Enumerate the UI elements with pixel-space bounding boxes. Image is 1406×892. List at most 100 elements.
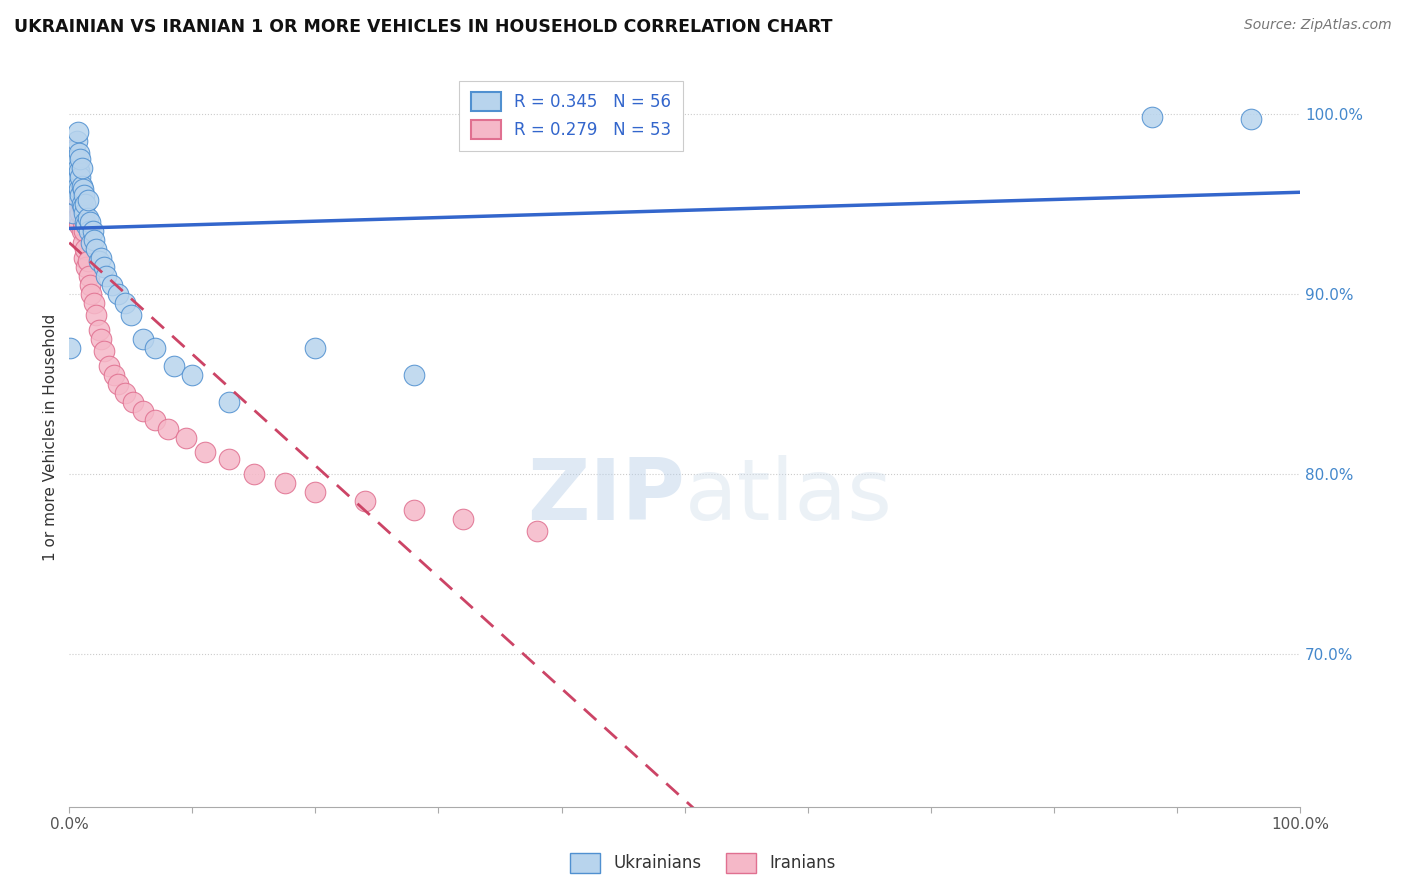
Point: [69, 187, 91, 202]
Point: [63, 152, 86, 166]
Point: [80, 286, 103, 301]
Point: [353, 493, 375, 508]
Point: [84, 308, 107, 322]
Point: [67, 218, 90, 232]
Text: ZIP: ZIP: [527, 455, 685, 539]
Point: [194, 445, 217, 459]
Y-axis label: 1 or more Vehicles in Household: 1 or more Vehicles in Household: [44, 314, 58, 561]
Point: [114, 385, 136, 400]
Point: [103, 368, 125, 382]
Point: [72, 214, 94, 228]
Point: [304, 484, 326, 499]
Point: [114, 295, 136, 310]
Point: [79, 277, 101, 292]
Point: [76, 193, 98, 207]
Point: [65, 200, 87, 214]
Point: [526, 524, 548, 539]
Point: [181, 368, 204, 382]
Point: [65, 143, 87, 157]
Point: [65, 211, 87, 225]
Point: [73, 251, 96, 265]
Point: [66, 161, 89, 175]
Point: [66, 124, 89, 138]
Point: [83, 233, 105, 247]
Point: [1142, 110, 1164, 124]
Point: [72, 182, 94, 196]
Point: [75, 218, 97, 232]
Point: [101, 277, 124, 292]
Point: [70, 196, 93, 211]
Point: [66, 175, 89, 189]
Point: [107, 376, 129, 391]
Point: [59, 341, 82, 355]
Point: [60, 143, 83, 157]
Point: [93, 344, 115, 359]
Point: [304, 341, 326, 355]
Text: UKRAINIAN VS IRANIAN 1 OR MORE VEHICLES IN HOUSEHOLD CORRELATION CHART: UKRAINIAN VS IRANIAN 1 OR MORE VEHICLES …: [14, 18, 832, 36]
Point: [76, 254, 98, 268]
Point: [107, 286, 129, 301]
Point: [70, 224, 93, 238]
Point: [451, 512, 474, 526]
Point: [163, 359, 186, 373]
Point: [73, 187, 96, 202]
Point: [65, 169, 87, 184]
Point: [145, 413, 167, 427]
Point: [174, 431, 197, 445]
Point: [62, 161, 84, 175]
Point: [65, 161, 87, 175]
Point: [77, 224, 100, 238]
Point: [1240, 112, 1263, 126]
Point: [63, 152, 86, 166]
Point: [70, 178, 93, 193]
Point: [273, 475, 295, 490]
Point: [65, 182, 87, 196]
Point: [67, 164, 90, 178]
Point: [145, 341, 167, 355]
Legend: R = 0.345   N = 56, R = 0.279   N = 53: R = 0.345 N = 56, R = 0.279 N = 53: [460, 80, 683, 151]
Point: [66, 178, 89, 193]
Point: [62, 187, 84, 202]
Text: atlas: atlas: [685, 455, 893, 539]
Point: [59, 196, 82, 211]
Point: [67, 193, 90, 207]
Point: [62, 205, 84, 219]
Point: [75, 242, 97, 256]
Point: [132, 332, 155, 346]
Point: [65, 164, 87, 178]
Point: [72, 236, 94, 251]
Point: [73, 224, 96, 238]
Point: [79, 214, 101, 228]
Point: [90, 332, 112, 346]
Point: [72, 200, 94, 214]
Point: [83, 295, 105, 310]
Point: [69, 152, 91, 166]
Point: [120, 308, 142, 322]
Point: [70, 200, 93, 214]
Point: [70, 161, 93, 175]
Point: [402, 368, 425, 382]
Point: [63, 178, 86, 193]
Point: [67, 182, 90, 196]
Point: [97, 359, 120, 373]
Point: [69, 205, 91, 219]
Point: [87, 323, 110, 337]
Point: [132, 403, 155, 417]
Point: [243, 467, 266, 481]
Point: [65, 187, 87, 202]
Point: [218, 452, 240, 467]
Point: [84, 242, 107, 256]
Point: [67, 146, 90, 161]
Point: [75, 260, 97, 274]
Point: [73, 205, 96, 219]
Point: [90, 251, 112, 265]
Point: [65, 134, 87, 148]
Point: [60, 169, 83, 184]
Point: [75, 214, 97, 228]
Point: [62, 161, 84, 175]
Point: [69, 182, 91, 196]
Point: [65, 164, 87, 178]
Text: Source: ZipAtlas.com: Source: ZipAtlas.com: [1244, 18, 1392, 32]
Legend: Ukrainians, Iranians: Ukrainians, Iranians: [564, 847, 842, 880]
Point: [218, 394, 240, 409]
